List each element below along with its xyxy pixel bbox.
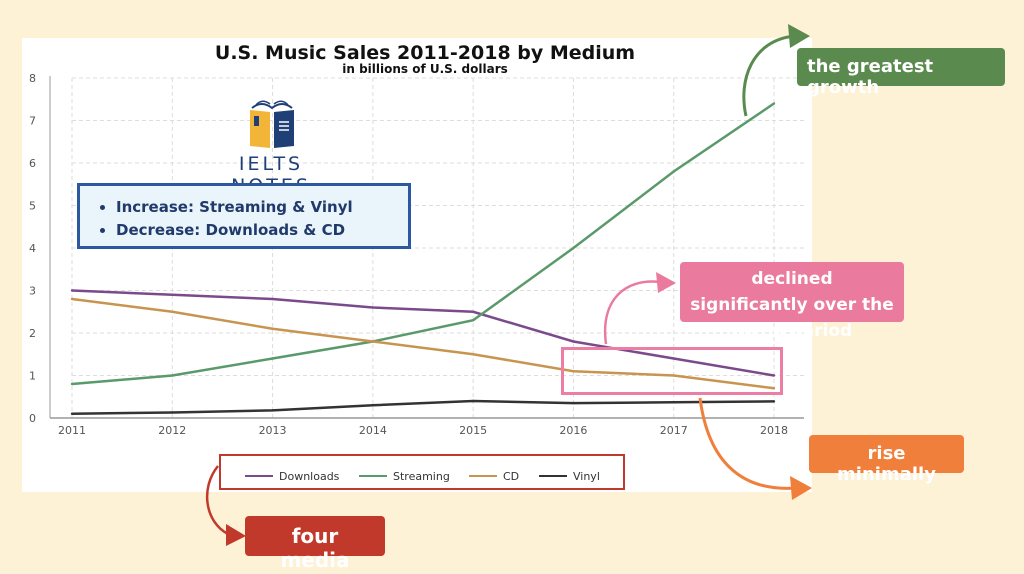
series-point-cd [471, 353, 475, 356]
series-point-downloads [171, 293, 174, 296]
legend: Downloads Streaming CD Vinyl [219, 454, 625, 490]
series-point-downloads [471, 310, 475, 313]
series-point-vinyl [371, 404, 375, 407]
callout-declined: declined significantly over the given pe… [680, 262, 904, 341]
series-point-streaming [171, 374, 174, 377]
series-point-vinyl [471, 399, 475, 403]
x-tick-label: 2011 [58, 424, 86, 437]
series-point-downloads [371, 306, 375, 309]
series-point-streaming [672, 170, 675, 173]
series-point-vinyl [772, 400, 776, 403]
legend-swatch-vinyl [539, 475, 567, 477]
series-line-downloads [71, 289, 775, 377]
callout-greatest-growth: the greatest growth [797, 48, 1005, 98]
series-point-streaming [70, 382, 74, 386]
series-line-cd [71, 297, 775, 390]
legend-label-vinyl: Vinyl [573, 470, 600, 483]
series-point-downloads [772, 374, 776, 377]
arrow-declined-icon [603, 280, 661, 345]
legend-swatch-downloads [245, 475, 273, 477]
series-point-cd [672, 374, 675, 377]
line-chart: 0 1 2 3 4 5 6 7 8 2011 2012 2013 2014 2015 2016 2017 201… [29, 72, 804, 437]
chart-title: U.S. Music Sales 2011-2018 by Medium [214, 42, 636, 64]
x-tick-label: 2015 [459, 424, 487, 437]
series-point-vinyl [171, 411, 174, 414]
series-line-vinyl [71, 399, 775, 415]
arrow-rise-head-icon [790, 476, 812, 500]
series-point-downloads [672, 357, 675, 360]
series-point-vinyl [271, 409, 274, 412]
series-point-vinyl [70, 412, 74, 415]
y-tick-label: 2 [29, 327, 36, 340]
info-box: Increase: Streaming & Vinyl Decrease: Do… [77, 183, 411, 249]
x-tick-label: 2018 [760, 424, 788, 437]
arrow-growth-head-icon [788, 24, 810, 48]
y-tick-label: 5 [29, 200, 36, 213]
legend-label-cd: CD [503, 470, 520, 483]
series-point-streaming [271, 357, 274, 360]
arrow-rise-icon [698, 397, 797, 490]
y-tick-label: 1 [29, 370, 36, 383]
arrow-four-head-icon [226, 524, 246, 546]
series-point-vinyl [572, 401, 575, 405]
x-tick-label: 2012 [158, 424, 186, 437]
series-line-streaming [71, 102, 775, 386]
series-point-downloads [271, 297, 274, 301]
x-tick-label: 2016 [559, 424, 587, 437]
series-point-cd [171, 310, 174, 313]
book-logo-icon [250, 100, 294, 148]
callout-rise-minimally: rise minimally [809, 435, 964, 485]
legend-swatch-cd [469, 475, 497, 477]
arrow-declined-head-icon [656, 272, 676, 293]
series-point-streaming [471, 319, 475, 322]
arrow-growth-icon [742, 34, 796, 117]
series-point-vinyl [672, 401, 675, 404]
series-point-cd [70, 297, 74, 301]
y-tick-label: 4 [29, 242, 36, 255]
callout-four-media: four media [245, 516, 385, 572]
chart-subtitle: in billions of U.S. dollars [342, 62, 508, 76]
legend-swatch-streaming [359, 475, 387, 477]
series-point-cd [772, 387, 776, 390]
legend-label-streaming: Streaming [393, 470, 450, 483]
legend-label-downloads: Downloads [279, 470, 340, 483]
x-tick-label: 2014 [359, 424, 387, 437]
x-tick-label: 2013 [259, 424, 287, 437]
x-tick-label: 2017 [660, 424, 688, 437]
info-item-decrease: Decrease: Downloads & CD [116, 219, 408, 242]
series-point-cd [572, 370, 575, 373]
series-point-streaming [772, 102, 776, 105]
info-item-increase: Increase: Streaming & Vinyl [116, 196, 408, 219]
y-tick-label: 3 [29, 285, 36, 298]
y-tick-label: 6 [29, 157, 36, 170]
series-point-cd [371, 340, 375, 343]
y-tick-label: 8 [29, 72, 36, 85]
decline-highlight-box [561, 347, 783, 395]
series-point-streaming [572, 246, 575, 250]
series-point-downloads [572, 340, 575, 343]
series-point-cd [271, 327, 274, 330]
y-tick-label: 0 [29, 412, 36, 425]
y-tick-label: 7 [29, 115, 36, 128]
arrow-four-icon [205, 465, 229, 536]
series-point-downloads [70, 289, 74, 292]
